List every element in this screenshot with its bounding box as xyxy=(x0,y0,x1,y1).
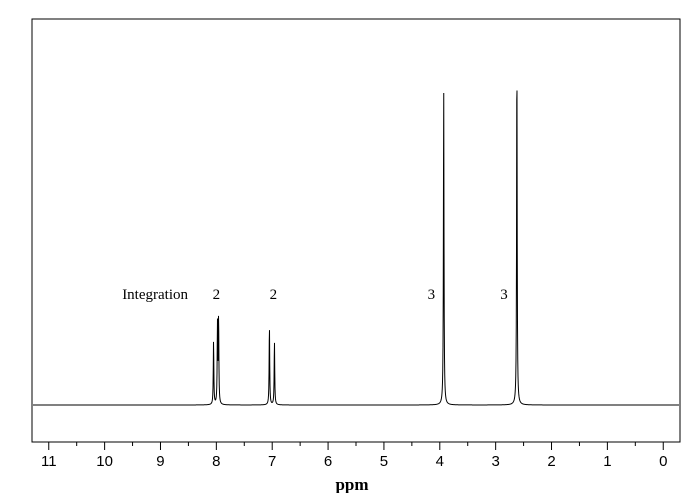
x-tick-label-4: 4 xyxy=(436,453,444,470)
plot-frame xyxy=(31,18,681,443)
x-tick-label-9: 9 xyxy=(156,453,164,470)
spectrum-trace xyxy=(33,90,679,406)
integration-label: Integration xyxy=(122,287,188,303)
x-tick-label-8: 8 xyxy=(212,453,220,470)
integration-value-1: 2 xyxy=(270,287,278,303)
x-tick-label-11: 11 xyxy=(41,453,57,470)
x-tick-label-2: 2 xyxy=(547,453,555,470)
integration-value-3: 3 xyxy=(500,287,508,303)
x-tick-label-1: 1 xyxy=(603,453,611,470)
integration-value-2: 3 xyxy=(428,287,436,303)
x-axis-title: ppm xyxy=(335,475,368,493)
x-tick-label-5: 5 xyxy=(380,453,388,470)
integration-values: 2 2 3 3 xyxy=(213,287,508,303)
x-tick-label-10: 10 xyxy=(96,453,113,470)
x-tick-label-3: 3 xyxy=(491,453,499,470)
integration-value-0: 2 xyxy=(213,287,221,303)
x-axis-ticks xyxy=(48,442,664,450)
x-tick-label-7: 7 xyxy=(268,453,276,470)
x-axis-tick-labels: 11 10 9 8 7 6 5 4 3 2 1 0 xyxy=(41,453,667,470)
x-tick-label-0: 0 xyxy=(659,453,667,470)
x-tick-label-6: 6 xyxy=(324,453,332,470)
